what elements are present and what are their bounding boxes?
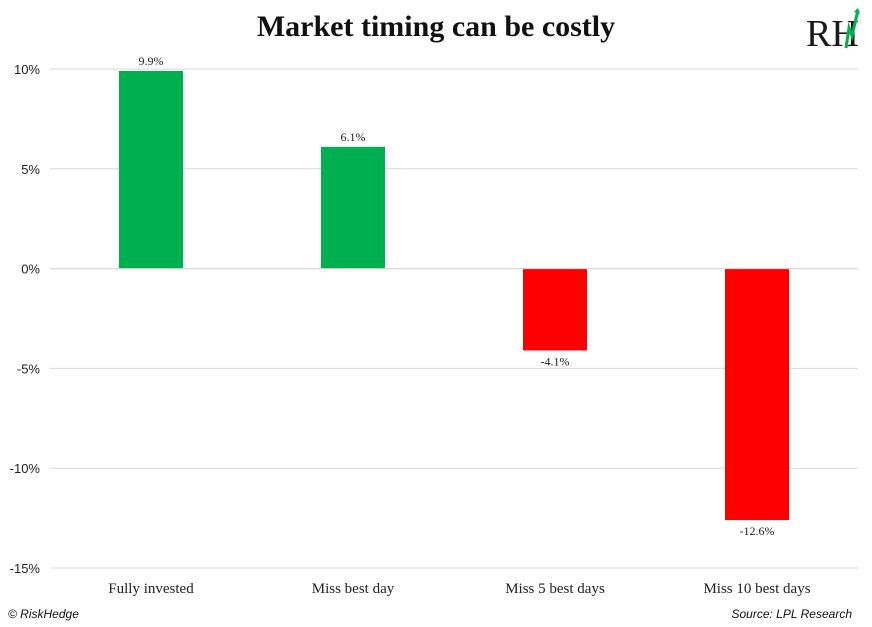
- bar: [321, 146, 385, 269]
- x-category-label: Miss 5 best days: [505, 581, 605, 597]
- bar: [523, 268, 587, 351]
- data-label: -12.6%: [740, 524, 775, 538]
- y-tick-label: 5%: [21, 162, 40, 177]
- x-category-label: Miss best day: [312, 581, 395, 597]
- y-tick-label: -10%: [10, 461, 41, 476]
- x-category-label: Miss 10 best days: [703, 581, 810, 597]
- bar: [119, 70, 183, 269]
- data-label: 9.9%: [139, 54, 164, 68]
- data-label: 6.1%: [341, 130, 366, 144]
- bar: [725, 268, 789, 521]
- data-label: -4.1%: [541, 354, 570, 368]
- source-note: Source: LPL Research: [731, 607, 852, 621]
- chart-title: Market timing can be costly: [256, 10, 616, 43]
- y-tick-label: -15%: [10, 561, 41, 576]
- y-tick-label: -5%: [17, 361, 41, 376]
- x-category-label: Fully invested: [108, 581, 194, 597]
- y-tick-label: 10%: [14, 62, 40, 77]
- riskhedge-logo-icon: RH: [806, 8, 860, 55]
- copyright-note: © RiskHedge: [8, 607, 79, 621]
- y-tick-label: 0%: [21, 262, 40, 277]
